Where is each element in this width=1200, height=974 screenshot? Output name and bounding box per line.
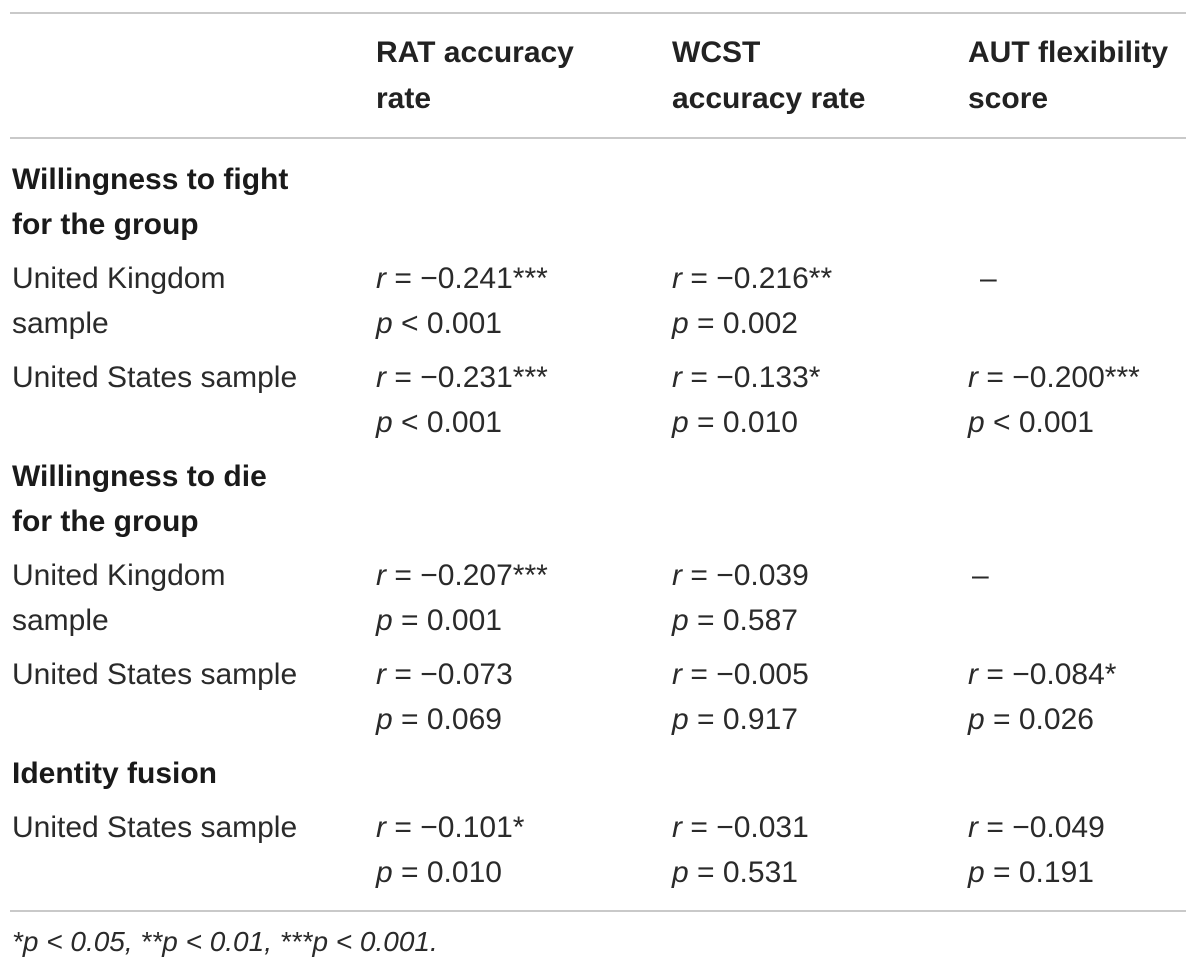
statistic-symbol: r — [672, 559, 682, 592]
table-cell: r = −0.101* p = 0.010 — [376, 811, 525, 889]
table-bottom-rule — [10, 910, 1186, 912]
table-cell: r = −0.241*** p < 0.001 — [376, 262, 548, 340]
statistic-symbol: p — [376, 856, 393, 889]
row-label: United Kingdom sample — [12, 559, 226, 637]
table-cell: r = −0.207*** p = 0.001 — [376, 559, 548, 637]
table-top-rule — [10, 12, 1186, 14]
table-cell: r = −0.073 p = 0.069 — [376, 658, 513, 736]
empty-cell-dash: – — [980, 262, 997, 295]
statistic-symbol: p — [376, 307, 393, 340]
statistic-symbol: r — [968, 361, 978, 394]
row-label: United States sample — [12, 361, 298, 394]
row-label: United States sample — [12, 811, 298, 844]
statistic-symbol: p — [376, 406, 393, 439]
table-cell: r = −0.039 p = 0.587 — [672, 559, 809, 637]
column-header-rat: RAT accuracy rate — [376, 36, 574, 115]
statistic-symbol: p — [672, 307, 689, 340]
statistic-symbol: r — [376, 658, 386, 691]
statistic-symbol: r — [672, 361, 682, 394]
table-cell: r = −0.231*** p < 0.001 — [376, 361, 548, 439]
statistic-symbol: r — [968, 811, 978, 844]
table-cell: r = −0.216** p = 0.002 — [672, 262, 833, 340]
statistic-symbol: p — [672, 703, 689, 736]
table-cell: r = −0.200*** p < 0.001 — [968, 361, 1140, 439]
section-title-fusion: Identity fusion — [12, 757, 217, 790]
statistic-symbol: p — [376, 703, 393, 736]
statistic-symbol: p — [672, 604, 689, 637]
row-label: United Kingdom sample — [12, 262, 226, 340]
statistic-symbol: p — [968, 856, 985, 889]
table-cell: r = −0.005 p = 0.917 — [672, 658, 809, 736]
table-cell: r = −0.049 p = 0.191 — [968, 811, 1105, 889]
statistic-symbol: p — [968, 406, 985, 439]
statistic-symbol: p — [376, 604, 393, 637]
statistic-symbol: r — [672, 811, 682, 844]
statistic-symbol: r — [376, 811, 386, 844]
statistic-symbol: p — [672, 406, 689, 439]
table-footnote: *p < 0.05, **p < 0.01, ***p < 0.001. — [12, 926, 438, 957]
section-title-die: Willingness to die for the group — [12, 460, 267, 538]
table-cell: r = −0.031 p = 0.531 — [672, 811, 809, 889]
statistic-symbol: r — [968, 658, 978, 691]
statistic-symbol: p — [968, 703, 985, 736]
statistic-symbol: r — [672, 658, 682, 691]
statistic-symbol: p — [672, 856, 689, 889]
column-header-aut: AUT flexibility score — [968, 36, 1169, 115]
section-title-fight: Willingness to fight for the group — [12, 163, 289, 241]
table-cell: r = −0.133* p = 0.010 — [672, 361, 821, 439]
statistic-symbol: r — [376, 361, 386, 394]
table-cell: r = −0.084* p = 0.026 — [968, 658, 1117, 736]
row-label: United States sample — [12, 658, 298, 691]
column-header-wcst: WCST accuracy rate — [672, 36, 866, 115]
statistic-symbol: r — [376, 559, 386, 592]
header-bottom-rule — [10, 137, 1186, 139]
statistic-symbol: r — [672, 262, 682, 295]
statistic-symbol: r — [376, 262, 386, 295]
empty-cell-dash: – — [972, 559, 989, 592]
